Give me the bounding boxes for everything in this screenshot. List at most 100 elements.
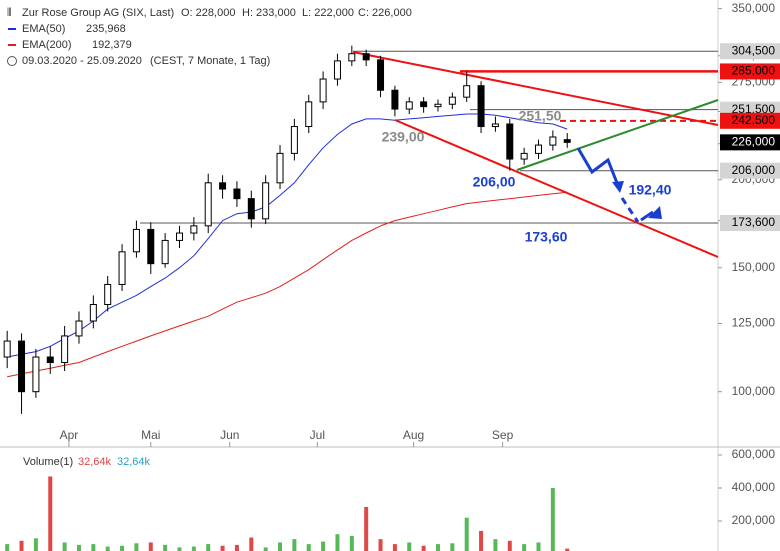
volume-bar bbox=[550, 488, 555, 551]
volume-bar bbox=[91, 544, 96, 551]
candle-body bbox=[75, 320, 83, 337]
level-box bbox=[720, 43, 780, 60]
ohlc-label: L: 222,000 bbox=[302, 7, 354, 19]
candle-body bbox=[434, 103, 442, 108]
arrow-head bbox=[648, 206, 662, 219]
candle-body bbox=[204, 182, 212, 227]
volume-bar bbox=[321, 541, 326, 551]
volume-bar bbox=[435, 544, 440, 551]
candle-body bbox=[506, 123, 514, 160]
candle-body bbox=[520, 152, 528, 160]
volume-bar bbox=[407, 542, 412, 551]
candle-body bbox=[290, 126, 298, 154]
subtitle-note: (CEST, 7 Monate, 1 Tag) bbox=[150, 55, 270, 67]
volume-bar bbox=[349, 535, 354, 551]
candle-body bbox=[147, 228, 155, 265]
volume-bar bbox=[148, 542, 153, 551]
volume-bar bbox=[479, 530, 484, 551]
volume-title: Volume(1) bbox=[23, 456, 73, 468]
candle-body bbox=[362, 53, 370, 61]
chart-title: Zur Rose Group AG (SIX, Last) bbox=[22, 7, 174, 19]
level-box bbox=[720, 134, 780, 151]
level-label: 173,600 bbox=[732, 215, 776, 229]
candle-body bbox=[233, 188, 241, 200]
subtitle: 09.03.2020 - 25.09.2020 bbox=[22, 55, 142, 67]
candle-body bbox=[491, 123, 499, 128]
y-tick-label: 100,000 bbox=[732, 384, 776, 398]
y-tick-label: 125,000 bbox=[732, 316, 776, 330]
ohlc-label: H: 233,000 bbox=[242, 7, 296, 19]
legend-value: 192,379 bbox=[92, 39, 132, 51]
candle-body bbox=[276, 152, 284, 184]
forecast-arrow bbox=[576, 147, 619, 184]
y-tick-label: 350,000 bbox=[732, 1, 776, 15]
arrow-head bbox=[612, 181, 624, 193]
volume-bar bbox=[163, 544, 168, 551]
volume-bar bbox=[464, 517, 469, 551]
candle-body bbox=[161, 239, 169, 265]
level-box bbox=[720, 215, 780, 232]
candle-body bbox=[305, 101, 313, 128]
volume-bar bbox=[507, 540, 512, 551]
candle-body bbox=[18, 340, 26, 393]
candle-body bbox=[118, 251, 126, 285]
candle-body bbox=[535, 144, 542, 154]
x-tick-label: Aug bbox=[403, 428, 424, 442]
candle-body bbox=[477, 85, 485, 128]
forecast-arrow bbox=[620, 197, 640, 223]
volume-bar bbox=[134, 543, 139, 551]
volume-bar bbox=[493, 539, 498, 551]
candle-body bbox=[549, 136, 557, 146]
volume-bar bbox=[206, 544, 211, 551]
volume-bar bbox=[378, 539, 383, 551]
legend-value: 235,968 bbox=[86, 23, 126, 35]
volume-bar bbox=[364, 506, 369, 551]
level-label: 206,000 bbox=[732, 163, 776, 177]
volume-bar bbox=[62, 542, 67, 551]
ema-line bbox=[7, 113, 568, 358]
level-box bbox=[720, 162, 780, 179]
volume-bar bbox=[565, 548, 570, 551]
trend-lines bbox=[352, 51, 719, 258]
level-label: 251,500 bbox=[732, 102, 776, 116]
volume-bar bbox=[191, 546, 196, 551]
volume-bar bbox=[421, 545, 426, 551]
forecast-arrow bbox=[640, 210, 654, 222]
clock-icon bbox=[7, 56, 17, 66]
candle-body bbox=[333, 60, 341, 80]
volume-last: 32,64k bbox=[117, 456, 151, 468]
candle-body bbox=[348, 53, 356, 62]
x-tick-label: Apr bbox=[60, 428, 79, 442]
volume-bar bbox=[177, 547, 182, 551]
volume-bar bbox=[536, 542, 541, 551]
annotation: 251,50 bbox=[519, 108, 562, 124]
x-tick-label: Jun bbox=[220, 428, 239, 442]
candle-body bbox=[319, 78, 327, 103]
legend-label: EMA(50) bbox=[22, 23, 65, 35]
annotation: 173,60 bbox=[525, 229, 568, 245]
icon: ⫴ bbox=[7, 7, 12, 19]
volume-bar bbox=[450, 543, 455, 551]
annotation: 192,40 bbox=[629, 182, 672, 198]
candle-body bbox=[89, 303, 97, 322]
y-tick-label: 400,000 bbox=[732, 480, 776, 494]
candle-body bbox=[219, 182, 227, 190]
candle-body bbox=[463, 85, 471, 98]
volume-bar bbox=[5, 544, 10, 551]
candle-body bbox=[448, 96, 456, 105]
volume-bar bbox=[19, 540, 24, 551]
volume-bar bbox=[33, 538, 38, 551]
ema-line bbox=[7, 191, 568, 378]
candle-body bbox=[247, 198, 255, 220]
level-box bbox=[720, 63, 780, 80]
y-tick-label: 600,000 bbox=[732, 447, 776, 461]
level-label: 226,000 bbox=[732, 135, 776, 149]
volume-bar bbox=[220, 545, 225, 551]
level-label: 242,500 bbox=[732, 113, 776, 127]
candle-body bbox=[3, 340, 11, 358]
volume-bar bbox=[48, 476, 53, 551]
level-label: 285,000 bbox=[732, 64, 776, 78]
candle-body bbox=[32, 356, 40, 393]
volume-bar bbox=[120, 545, 125, 551]
